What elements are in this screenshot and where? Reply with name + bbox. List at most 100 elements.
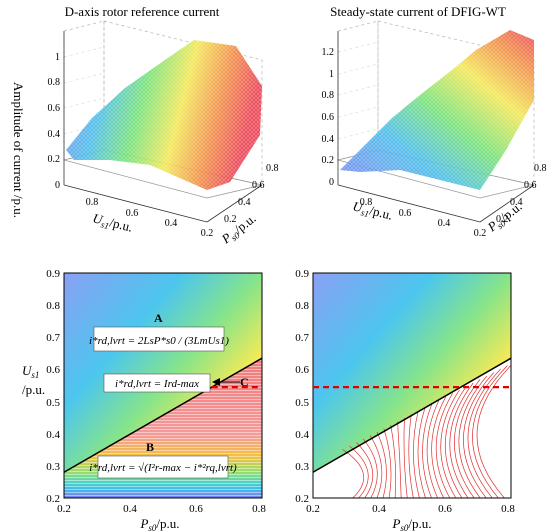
panel-c-x-ticks: 0.2 0.4 0.6 0.8 [57,503,266,515]
panel-d-contour-line [435,393,453,498]
panel-d-boundary-line [312,357,512,473]
panel-a-y-tick: 0.8 [266,163,279,174]
panel-c-x-tick: 0.6 [189,503,203,515]
panel-d-contour-line [362,438,378,498]
panel-c-boundary-line [63,357,263,473]
panel-d-contour-line [463,372,495,498]
region-b-label: B [146,440,154,454]
panel-d-contour-line [397,421,402,498]
panel-b-z-tick: 0 [329,177,334,188]
equation-b: i*rd,lvrt = √(I²r-max − i*²rq,lvrt) [89,462,237,474]
panel-a-y-tick: 0.6 [252,180,265,191]
panel-a-y-tick: 0.2 [224,214,237,225]
panel-a-surface: D-axis rotor reference current 0 0.2 0.4… [48,4,279,247]
panel-c-y-tick: 0.3 [46,461,60,473]
panel-a-y-tick: 0.4 [238,197,251,208]
panel-c-y-tick: 0.2 [46,493,60,505]
panel-a-x-tick: 0.2 [201,228,214,239]
panel-d-x-tick: 0.4 [372,503,386,515]
panel-d-contour-line [440,389,460,498]
panel-c-x-tick: 0.4 [123,503,137,515]
panel-a-z-tick: 0.8 [48,77,61,88]
equation-a: i*rd,lvrt = 2LsP*s0 / (3LmUs1) [89,335,229,347]
panel-b-z-tick: 0.4 [322,134,335,145]
panel-a-z-tick: 0.6 [48,103,61,114]
panel-d-contour-line [422,403,433,498]
panel-b-y-tick: 0.6 [524,180,537,191]
panel-a-x-tick: 0.8 [86,197,99,208]
panel-a-title: D-axis rotor reference current [65,4,220,19]
panel-d-y-tick: 0.4 [295,429,309,441]
panel-b-z-tick: 0.2 [322,155,335,166]
point-c-label: C [240,375,249,389]
panel-d-contour-line [431,396,446,498]
region-a-label: A [154,311,163,325]
panel-b-y-tick: 0.8 [534,163,547,174]
panel-b-surface: Steady-state current of DFIG-WT 0 0.2 0.… [322,4,547,239]
panel-d-y-tick: 0.3 [295,461,309,473]
panel-d-y-tick: 0.7 [295,332,309,344]
panel-d-contour: 0.2 0.3 0.4 0.5 0.6 0.7 0.8 0.9 0.2 0.4 … [295,268,515,532]
panel-d-y-tick: 0.6 [295,364,309,376]
panel-d-x-tick: 0.6 [438,503,452,515]
panel-d-contour-line [349,445,369,498]
panel-d-contour-line [369,435,383,498]
panel-d-contour-line [444,386,467,498]
panel-c-x-label: Ps0/p.u. [139,516,179,532]
panel-c-contour: 0.2 0.3 0.4 0.5 0.6 0.7 0.8 0.9 0.2 0.4 … [22,268,266,532]
panel-a-z-tick: 0.4 [48,129,61,140]
panel-d-y-tick: 0.8 [295,300,309,312]
panel-d-x-tick: 0.2 [306,503,320,515]
panel-b-z-tick: 0.8 [322,90,335,101]
panel-d-x-label: Ps0/p.u. [391,516,431,532]
panel-a-z-tick: 1 [55,52,60,63]
panel-c-y-tick: 0.9 [46,268,60,280]
panel-d-contour-line [342,449,365,498]
panel-a-z-tick: 0.2 [48,154,61,165]
panel-d-contour-line [454,379,481,498]
equation-c: i*rd,lvrt = Ird-max [115,378,199,390]
panel-d-contour-line [476,365,511,498]
panel-d-contour-line [356,442,374,498]
panel-d-contour-line [390,424,397,498]
panel-c-y-label-unit: /p.u. [22,382,45,397]
panel-a-x-tick: 0.4 [165,218,178,229]
panel-c-y-tick: 0.8 [46,300,60,312]
panel-d-contour-line [403,417,408,498]
panel-d-contour-line [449,382,474,498]
panel-d-contour-line [383,428,392,498]
panel-c-y-tick: 0.5 [46,397,60,409]
panel-d-contour-line [417,407,426,498]
panel-d-y-tick: 0.2 [295,493,309,505]
panel-b-z-tick: 1.2 [322,47,335,58]
panel-d-contour-line [458,375,488,498]
panel-c-y-label: Us1 [22,363,39,380]
panel-b-x-label: Us1/p.u. [351,198,394,224]
panel-a-z-ticks: 0 0.2 0.4 0.6 0.8 1 [48,52,61,191]
panel-c-y-tick: 0.6 [46,364,60,376]
arrow-icon [212,378,220,386]
panel-b-y-tick: 0.4 [510,197,523,208]
panel-b-x-tick: 0.2 [474,228,487,239]
panel-d-contour-line [467,368,501,498]
panel-b-x-tick: 0.8 [360,197,373,208]
panel-b-title: Steady-state current of DFIG-WT [330,4,506,19]
panel-a-x-tick: 0.6 [126,208,139,219]
panel-c-y-ticks: 0.2 0.3 0.4 0.5 0.6 0.7 0.8 0.9 [46,268,60,505]
panel-d-contour-line [472,365,508,498]
panel-d-x-tick: 0.8 [501,503,515,515]
panel-b-x-tick: 0.6 [399,208,412,219]
panel-d-y-tick: 0.9 [295,268,309,280]
amplitude-axis-label: Amplitude of current /p.u. [11,82,26,218]
panel-c-y-tick: 0.4 [46,429,60,441]
panel-b-x-tick: 0.4 [438,218,451,229]
panel-b-z-tick: 1 [329,69,334,80]
panel-d-contour-line [413,410,420,498]
panel-c-x-tick: 0.2 [57,503,71,515]
panel-d-contour-line [408,414,414,498]
panel-b-z-tick: 0.6 [322,112,335,123]
panel-a-x-label: Us1/p.u. [91,210,134,236]
panel-d-contour-line [426,400,440,498]
panel-c-y-tick: 0.7 [46,332,60,344]
